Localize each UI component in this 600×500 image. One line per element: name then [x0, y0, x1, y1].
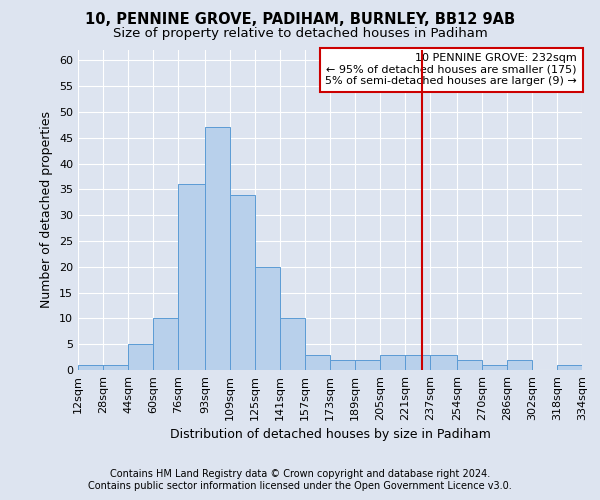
Bar [230, 194, 255, 370]
Bar [178, 184, 205, 370]
Bar [103, 365, 128, 370]
Bar [78, 365, 103, 370]
Y-axis label: Number of detached properties: Number of detached properties [40, 112, 53, 308]
Bar [205, 128, 230, 370]
Bar [255, 267, 280, 370]
Bar [153, 318, 178, 370]
Bar [405, 354, 430, 370]
Text: Contains HM Land Registry data © Crown copyright and database right 2024.
Contai: Contains HM Land Registry data © Crown c… [88, 470, 512, 491]
Text: 10 PENNINE GROVE: 232sqm
← 95% of detached houses are smaller (175)
5% of semi-d: 10 PENNINE GROVE: 232sqm ← 95% of detach… [325, 53, 577, 86]
Bar [355, 360, 380, 370]
Bar [280, 318, 305, 370]
Bar [507, 360, 532, 370]
X-axis label: Distribution of detached houses by size in Padiham: Distribution of detached houses by size … [170, 428, 490, 441]
Text: 10, PENNINE GROVE, PADIHAM, BURNLEY, BB12 9AB: 10, PENNINE GROVE, PADIHAM, BURNLEY, BB1… [85, 12, 515, 28]
Bar [128, 344, 153, 370]
Bar [482, 365, 507, 370]
Text: Size of property relative to detached houses in Padiham: Size of property relative to detached ho… [113, 28, 487, 40]
Bar [557, 365, 582, 370]
Bar [305, 354, 330, 370]
Bar [430, 354, 457, 370]
Bar [330, 360, 355, 370]
Bar [380, 354, 405, 370]
Bar [457, 360, 482, 370]
